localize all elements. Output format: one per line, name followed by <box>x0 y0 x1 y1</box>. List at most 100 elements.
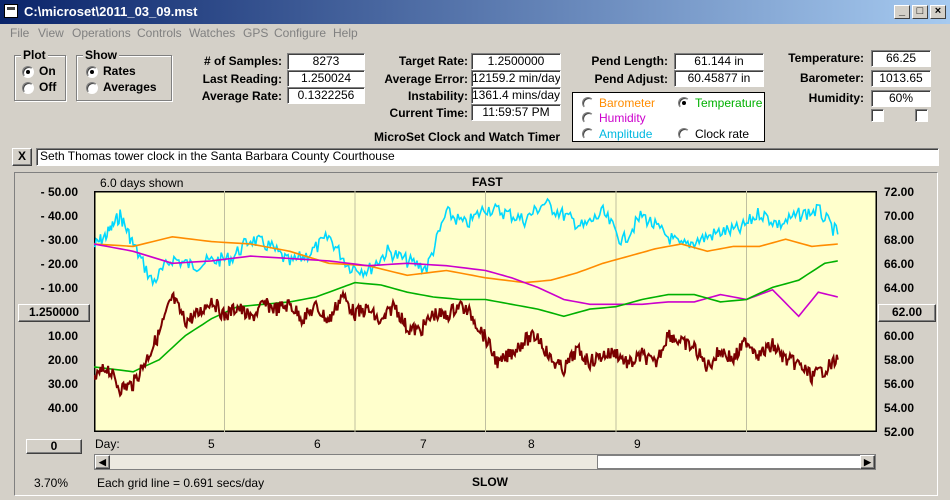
temperature-option-label: Temperature <box>695 96 763 110</box>
plot-on-label: On <box>39 64 56 78</box>
temperature-value: 66.25 <box>871 50 931 67</box>
plot-group-title: Plot <box>21 48 48 62</box>
minimize-button[interactable]: _ <box>894 5 910 19</box>
average-rate-label: Average Rate: <box>201 89 282 103</box>
day-tick-label: 9 <box>634 437 641 451</box>
right-tick-label: 54.00 <box>884 401 915 415</box>
average-error-value: 12159.2 min/day <box>471 70 561 87</box>
left-tick-label: - 10.00 <box>40 281 78 295</box>
target-rate-button[interactable]: 1.250000 <box>18 304 90 322</box>
barometer-radio[interactable] <box>582 97 594 109</box>
menu-gps[interactable]: GPS <box>243 26 269 40</box>
menu-configure[interactable]: Configure <box>274 26 327 40</box>
current-time-label: Current Time: <box>389 106 468 120</box>
menu-file[interactable]: File <box>10 26 30 40</box>
pend-length-value: 61.144 in <box>674 53 764 70</box>
current-time-value: 11:59:57 PM <box>471 104 561 121</box>
fast-label: FAST <box>472 175 503 189</box>
day-tick-label: 7 <box>420 437 427 451</box>
day-tick-label: 6 <box>314 437 321 451</box>
barometer-checkbox[interactable] <box>871 109 884 122</box>
description-input[interactable]: Seth Thomas tower clock in the Santa Bar… <box>36 148 939 166</box>
barometer-series-line <box>94 235 838 284</box>
right-tick-label: 56.00 <box>884 377 915 391</box>
samples-value: 8273 <box>287 53 365 70</box>
right-tick-label: 64.00 <box>884 281 915 295</box>
clear-description-button[interactable]: X <box>12 148 32 166</box>
left-tick-label: 40.00 <box>47 401 78 415</box>
app-caption: MicroSet Clock and Watch Timer <box>374 130 561 144</box>
chart-frame <box>14 172 938 496</box>
scroll-thumb[interactable] <box>597 455 861 469</box>
right-tick-label: 58.00 <box>884 353 915 367</box>
plot-off-radio[interactable] <box>22 82 34 94</box>
clockrate-option-label: Clock rate <box>695 127 750 141</box>
show-averages-radio[interactable] <box>86 82 98 94</box>
humidity-radio[interactable] <box>582 112 594 124</box>
instability-value: 1361.4 mins/day <box>471 87 561 104</box>
clockrate-radio[interactable] <box>678 128 690 140</box>
grid-note: Each grid line = 0.691 secs/day <box>97 476 265 490</box>
scroll-left-button[interactable]: ◀ <box>95 455 110 469</box>
pend-length-label: Pend Length: <box>591 54 668 68</box>
humidity-option-label: Humidity <box>599 111 646 125</box>
target-rate-value: 1.2500000 <box>471 53 561 70</box>
day-tick-label: 5 <box>208 437 215 451</box>
right-tick-label: 72.00 <box>884 185 915 199</box>
pend-adjust-label: Pend Adjust: <box>594 72 668 86</box>
temperature-label: Temperature: <box>788 51 864 65</box>
menu-controls[interactable]: Controls <box>137 26 182 40</box>
humidity-checkbox[interactable] <box>915 109 928 122</box>
window-title: C:\microset\2011_03_09.mst <box>24 4 198 19</box>
show-rates-radio[interactable] <box>86 66 98 78</box>
barometer-option-label: Barometer <box>599 96 656 110</box>
left-tick-label: 10.00 <box>47 329 78 343</box>
maximize-button[interactable]: □ <box>912 5 928 19</box>
menu-help[interactable]: Help <box>333 26 358 40</box>
right-tick-label: 60.00 <box>884 329 915 343</box>
pend-adjust-value: 60.45877 in <box>674 70 764 87</box>
right-tick-label: 52.00 <box>884 425 915 439</box>
show-averages-label: Averages <box>103 80 157 94</box>
left-tick-label: - 50.00 <box>40 185 78 199</box>
temperature-radio[interactable] <box>678 97 690 109</box>
average-rate-value: 0.1322256 <box>287 87 365 104</box>
menu-operations[interactable]: Operations <box>72 26 131 40</box>
day-tick-label: 8 <box>528 437 535 451</box>
show-group-title: Show <box>83 48 119 62</box>
center-temperature-button[interactable]: 62.00 <box>878 304 936 322</box>
plot-on-radio[interactable] <box>22 66 34 78</box>
days-shown-label: 6.0 days shown <box>100 176 184 190</box>
right-tick-label: 68.00 <box>884 233 915 247</box>
barometer-label: Barometer: <box>799 71 864 85</box>
rate-chart <box>94 191 877 432</box>
time-scrollbar[interactable]: ◀ ▶ <box>94 454 876 470</box>
amplitude-radio[interactable] <box>582 128 594 140</box>
amplitude-series-line <box>94 197 839 288</box>
day-axis-label: Day: <box>95 437 120 451</box>
app-icon <box>4 4 18 18</box>
menu-bar: File View Operations Controls Watches GP… <box>0 24 950 43</box>
left-tick-label: 30.00 <box>47 377 78 391</box>
series-selector: Barometer Temperature Humidity Amplitude… <box>572 92 765 142</box>
left-tick-label: - 40.00 <box>40 209 78 223</box>
samples-label: # of Samples: <box>203 54 282 68</box>
show-rates-label: Rates <box>103 64 136 78</box>
plot-group: Plot On Off <box>14 48 66 101</box>
humidity-value: 60% <box>871 90 931 107</box>
barometer-value: 1013.65 <box>871 70 931 87</box>
last-reading-value: 1.250024 <box>287 70 365 87</box>
show-group: Show Rates Averages <box>76 48 172 101</box>
close-button[interactable]: × <box>930 5 946 19</box>
left-tick-label: - 30.00 <box>40 233 78 247</box>
scroll-right-button[interactable]: ▶ <box>860 455 875 469</box>
last-reading-label: Last Reading: <box>202 72 282 86</box>
title-bar: C:\microset\2011_03_09.mst _ □ × <box>0 0 950 24</box>
slow-label: SLOW <box>472 475 508 489</box>
menu-view[interactable]: View <box>38 26 64 40</box>
menu-watches[interactable]: Watches <box>189 26 236 40</box>
left-tick-label: 20.00 <box>47 353 78 367</box>
humidity-label: Humidity: <box>808 91 864 105</box>
offset-button[interactable]: 0 <box>26 439 82 454</box>
left-tick-label: - 20.00 <box>40 257 78 271</box>
